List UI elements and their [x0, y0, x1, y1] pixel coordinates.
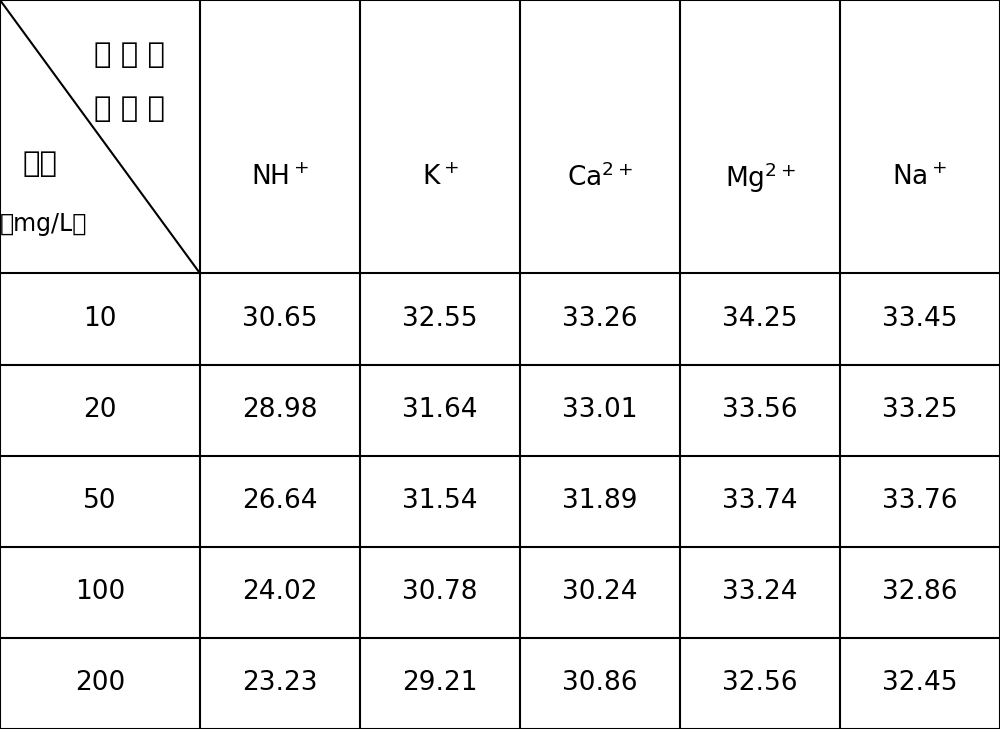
Text: 29.21: 29.21: [402, 671, 478, 696]
Text: 30.86: 30.86: [562, 671, 638, 696]
Text: 100: 100: [75, 580, 125, 605]
Text: Ca$^{2+}$: Ca$^{2+}$: [567, 163, 633, 192]
Text: 23.23: 23.23: [242, 671, 318, 696]
Text: 32.56: 32.56: [722, 671, 798, 696]
Text: 33.01: 33.01: [562, 397, 638, 423]
Text: K$^+$: K$^+$: [422, 165, 458, 191]
Text: Na$^+$: Na$^+$: [892, 165, 948, 191]
Text: 28.98: 28.98: [242, 397, 318, 423]
Text: 32.45: 32.45: [882, 671, 958, 696]
Text: 33.76: 33.76: [882, 488, 958, 514]
Text: 33.24: 33.24: [722, 580, 798, 605]
Text: 31.54: 31.54: [402, 488, 478, 514]
Text: 30.65: 30.65: [242, 306, 318, 332]
Text: 31.64: 31.64: [402, 397, 478, 423]
Text: 子 种 类: 子 种 类: [94, 95, 166, 123]
Text: 33.45: 33.45: [882, 306, 958, 332]
Text: 50: 50: [83, 488, 117, 514]
Text: NH$^+$: NH$^+$: [251, 165, 309, 191]
Text: 30.78: 30.78: [402, 580, 478, 605]
Text: 32.86: 32.86: [882, 580, 958, 605]
Text: 10: 10: [83, 306, 117, 332]
Text: 26.64: 26.64: [242, 488, 318, 514]
Text: 浓度: 浓度: [23, 150, 58, 178]
Text: 20: 20: [83, 397, 117, 423]
Text: 33.25: 33.25: [882, 397, 958, 423]
Text: 24.02: 24.02: [242, 580, 318, 605]
Text: 31.89: 31.89: [562, 488, 638, 514]
Text: 33.74: 33.74: [722, 488, 798, 514]
Text: Mg$^{2+}$: Mg$^{2+}$: [725, 160, 795, 195]
Text: 33.56: 33.56: [722, 397, 798, 423]
Text: 干 扰 离: 干 扰 离: [94, 41, 166, 69]
Text: 200: 200: [75, 671, 125, 696]
Text: 33.26: 33.26: [562, 306, 638, 332]
Text: 34.25: 34.25: [722, 306, 798, 332]
Text: （mg/L）: （mg/L）: [0, 212, 88, 236]
Text: 32.55: 32.55: [402, 306, 478, 332]
Text: 30.24: 30.24: [562, 580, 638, 605]
